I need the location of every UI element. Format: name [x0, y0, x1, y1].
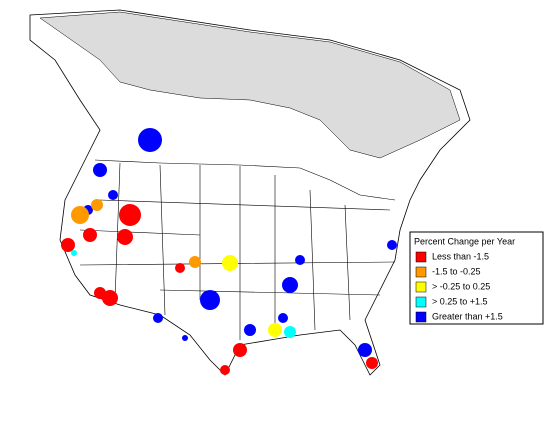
legend: Percent Change per Year Less than -1.5 -1… [409, 231, 544, 325]
observation-site [138, 128, 162, 152]
observation-site [182, 335, 188, 341]
legend-swatch [415, 281, 427, 293]
observation-site [200, 290, 220, 310]
observation-site [278, 313, 288, 323]
observation-site [83, 228, 97, 242]
legend-title: Percent Change per Year [414, 236, 515, 246]
observation-site [93, 163, 107, 177]
observation-site [119, 204, 141, 226]
observation-site [358, 343, 372, 357]
legend-swatch [415, 266, 427, 278]
no-data-region [39, 11, 461, 159]
observation-site [268, 323, 282, 337]
observation-site [189, 256, 201, 268]
observation-site [108, 190, 118, 200]
observation-site [284, 326, 296, 338]
observation-site [102, 290, 118, 306]
observations [61, 128, 397, 375]
observation-site [71, 206, 89, 224]
observation-site [61, 238, 75, 252]
observation-site [153, 313, 163, 323]
observation-site [117, 229, 133, 245]
observation-site [295, 255, 305, 265]
observation-site [94, 287, 106, 299]
observation-site [91, 199, 103, 211]
observation-site [244, 324, 256, 336]
legend-label: > -0.25 to 0.25 [432, 281, 490, 291]
legend-swatch [415, 296, 427, 308]
legend-label: Greater than +1.5 [432, 311, 503, 321]
us-canada-border [94, 159, 396, 201]
observation-site [222, 255, 238, 271]
observation-site [387, 240, 397, 250]
legend-label: Less than -1.5 [432, 251, 489, 261]
observation-site [366, 357, 378, 369]
observation-site [71, 250, 77, 256]
observation-site [282, 277, 298, 293]
observation-site [233, 343, 247, 357]
legend-box [409, 231, 544, 325]
legend-swatch [415, 311, 427, 323]
legend-swatch [415, 251, 427, 263]
legend-items: Less than -1.5 -1.5 to -0.25 > -0.25 to 0.… [415, 251, 503, 323]
observation-site [220, 365, 230, 375]
legend-label: > 0.25 to +1.5 [432, 296, 488, 306]
observation-site [175, 263, 185, 273]
legend-label: -1.5 to -0.25 [432, 266, 481, 276]
